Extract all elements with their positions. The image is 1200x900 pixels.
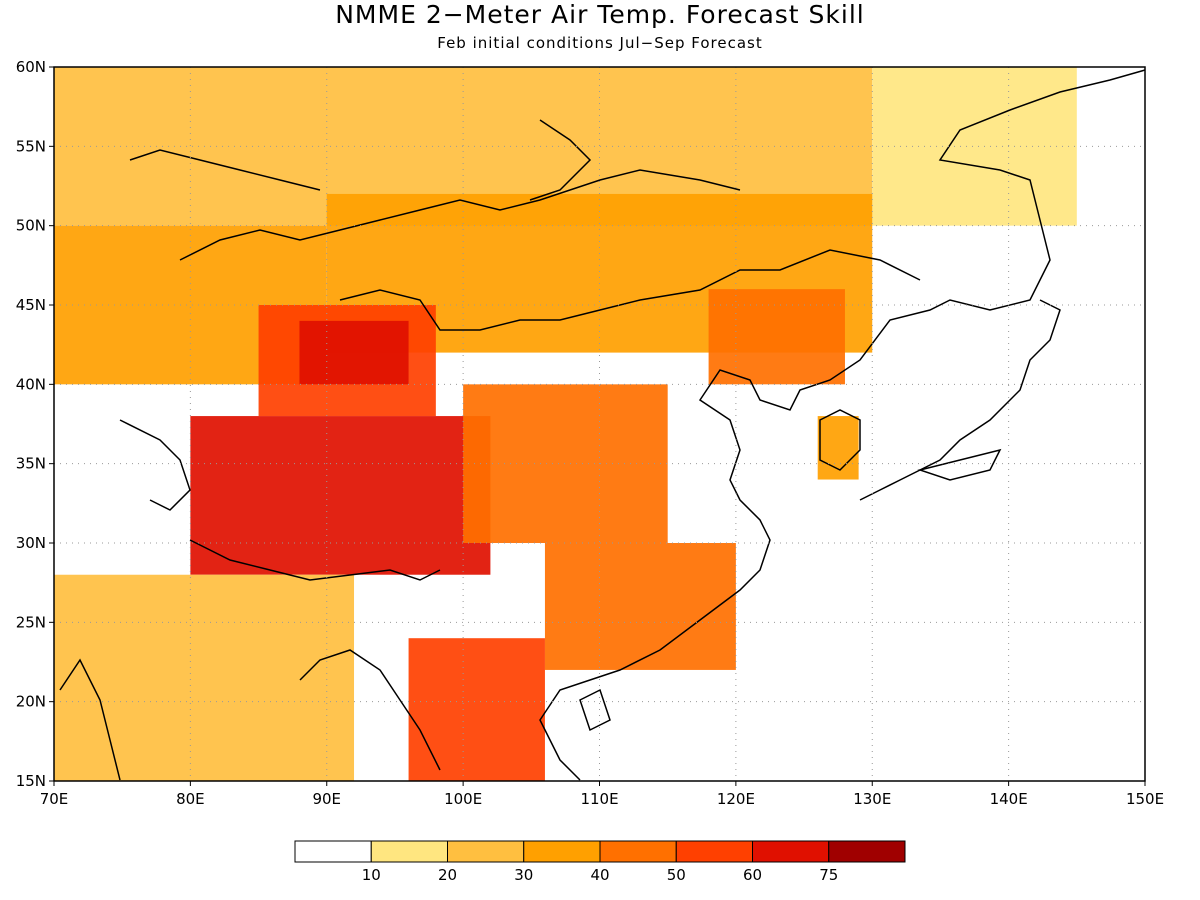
skill-region-northeast-china [708,289,845,385]
lon-tick-label: 80E [176,790,205,808]
colorbar-swatch [675,840,753,863]
lat-tick-label: 60N [16,58,46,76]
lat-tick-label: 45N [16,296,46,314]
lat-tick-label: 30N [16,534,46,552]
lat-tick-label: 35N [16,455,46,473]
colorbar-swatch [599,840,677,863]
skill-region-tibetan-plateau [190,416,491,575]
colorbar-swatch [752,840,830,863]
lat-tick-label: 40N [16,375,46,393]
lon-tick-label: 150E [1126,790,1164,808]
colorbar: 10 20 30 40 50 60 75 [294,840,906,884]
colorbar-label: 40 [590,866,609,884]
colorbar-swatch [828,840,906,863]
map-title: NMME 2−Meter Air Temp. Forecast Skill [335,0,865,29]
lat-tick-label: 25N [16,613,46,631]
lon-tick-label: 140E [990,790,1028,808]
colorbar-swatch [523,840,601,863]
skill-region-tarim-core [299,320,409,385]
lat-tick-label: 55N [16,137,46,155]
skill-region-china-central [463,384,668,543]
colorbar-label: 75 [819,866,838,884]
colorbar-swatch [447,840,525,863]
lat-tick-label: 15N [16,772,46,790]
lon-tick-label: 120E [717,790,755,808]
map-subtitle: Feb initial conditions Jul−Sep Forecast [437,34,763,52]
lon-tick-label: 70E [40,790,69,808]
lat-tick-label: 20N [16,693,46,711]
lon-tick-label: 130E [853,790,891,808]
skill-region-south-china [544,543,736,670]
skill-region-korea [817,416,859,480]
colorbar-label: 20 [438,866,457,884]
colorbar-label: 10 [362,866,381,884]
axis-ticks: 70E 80E 90E 100E 110E 120E 130E 140E 150E 60N 55N 5… [16,58,1164,808]
colorbar-label: 50 [667,866,686,884]
colorbar-swatch [294,840,372,863]
lon-tick-label: 110E [580,790,618,808]
skill-region-indochina [408,638,545,781]
lon-tick-label: 90E [312,790,341,808]
coastlines [59,69,1145,781]
colorbar-label: 30 [514,866,533,884]
gridlines [54,67,1145,781]
colorbar-label: 60 [743,866,762,884]
lon-tick-label: 100E [444,790,482,808]
colorbar-swatch [370,840,448,863]
lat-tick-label: 50N [16,217,46,235]
skill-region-siberia-east [872,67,1077,226]
skill-region-india [54,574,355,781]
skill-shading [54,67,1077,781]
